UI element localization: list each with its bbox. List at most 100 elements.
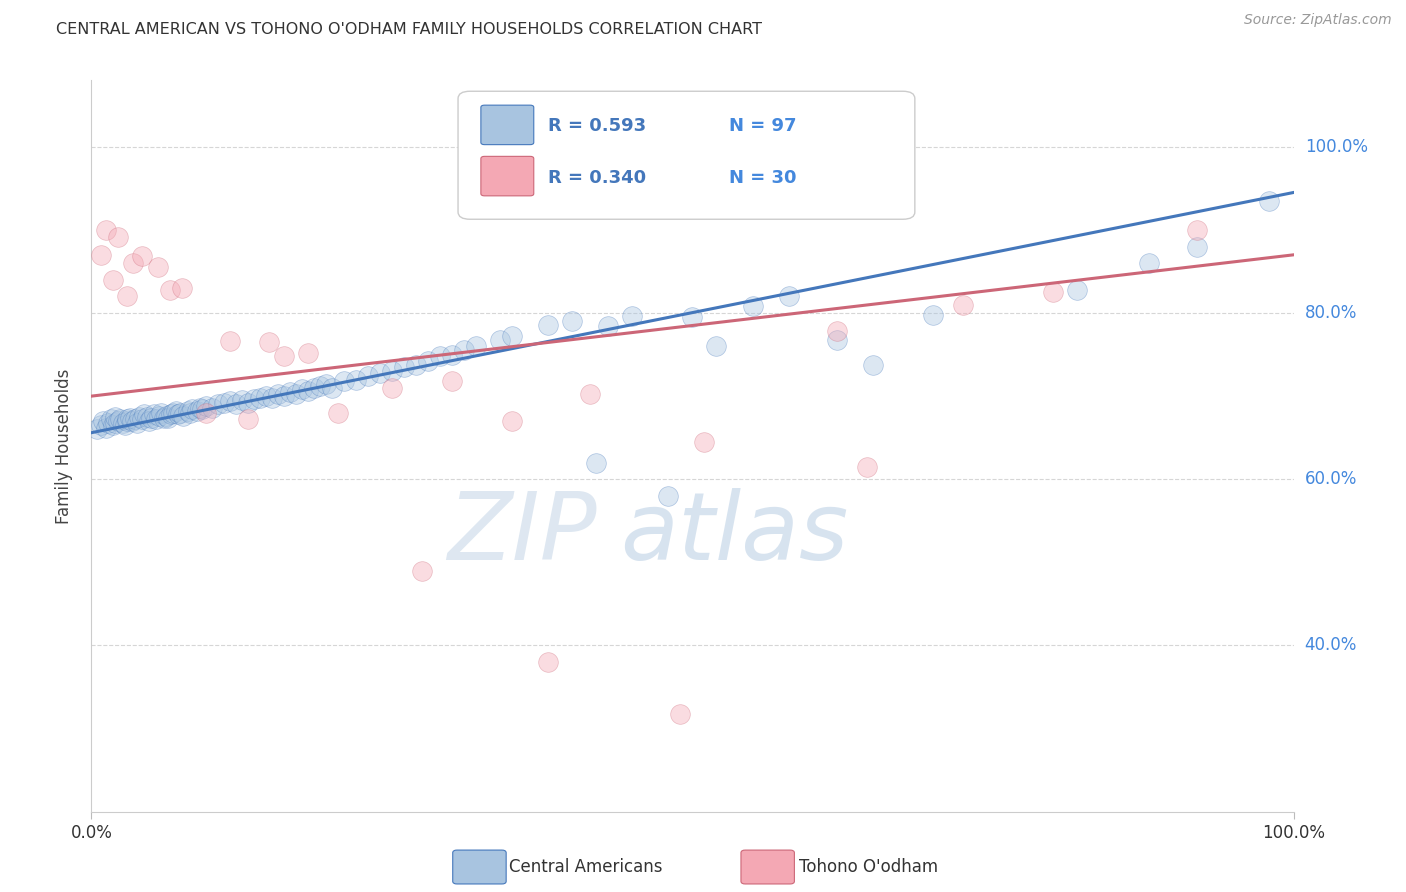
Point — [107, 414, 129, 428]
Point — [368, 366, 391, 380]
Point — [416, 354, 439, 368]
Point — [150, 406, 173, 420]
Point — [194, 399, 217, 413]
Point — [131, 412, 153, 426]
Point — [778, 289, 800, 303]
Point — [297, 384, 319, 399]
Point — [124, 412, 146, 426]
Point — [825, 324, 848, 338]
Text: 80.0%: 80.0% — [1305, 304, 1357, 322]
Point — [440, 374, 463, 388]
Point — [1258, 194, 1281, 208]
Point — [148, 409, 170, 423]
Point — [172, 409, 194, 423]
Point — [273, 389, 295, 403]
Point — [117, 289, 139, 303]
Point — [297, 346, 319, 360]
Point — [110, 412, 132, 426]
Point — [111, 416, 134, 430]
Point — [405, 358, 427, 372]
Point — [167, 408, 190, 422]
Point — [267, 387, 290, 401]
Point — [537, 655, 560, 669]
Point — [218, 334, 240, 349]
Point — [157, 410, 180, 425]
Point — [191, 402, 214, 417]
Point — [440, 348, 463, 362]
Point — [537, 318, 560, 333]
Point — [125, 416, 148, 430]
FancyBboxPatch shape — [458, 91, 915, 219]
Point — [429, 349, 451, 363]
Point — [1187, 223, 1209, 237]
Point — [260, 391, 283, 405]
Point — [101, 418, 124, 433]
Point — [621, 310, 644, 324]
Point — [146, 260, 169, 275]
Point — [94, 223, 117, 237]
Point — [291, 383, 314, 397]
Point — [825, 333, 848, 347]
Point — [1066, 283, 1088, 297]
Text: Tohono O'odham: Tohono O'odham — [799, 858, 938, 876]
Text: atlas: atlas — [620, 488, 849, 579]
Text: N = 97: N = 97 — [728, 118, 796, 136]
Text: 40.0%: 40.0% — [1305, 637, 1357, 655]
Point — [93, 414, 115, 428]
Point — [693, 434, 716, 449]
Point — [207, 397, 229, 411]
Point — [273, 349, 295, 363]
Point — [186, 404, 208, 418]
Text: 60.0%: 60.0% — [1305, 470, 1357, 488]
Point — [114, 418, 136, 433]
Point — [315, 376, 337, 391]
Point — [86, 422, 108, 436]
Point — [176, 404, 198, 418]
Point — [145, 412, 167, 426]
Point — [585, 456, 607, 470]
Point — [579, 387, 602, 401]
Point — [1042, 285, 1064, 300]
Point — [681, 310, 703, 325]
Point — [236, 396, 259, 410]
Point — [249, 391, 271, 405]
Point — [669, 706, 692, 721]
Point — [159, 283, 181, 297]
Point — [201, 401, 224, 415]
Point — [333, 374, 356, 388]
Point — [212, 396, 235, 410]
Point — [1137, 256, 1160, 270]
Point — [657, 489, 679, 503]
Point — [489, 333, 512, 347]
Point — [159, 408, 181, 422]
Point — [117, 414, 139, 428]
Point — [411, 564, 433, 578]
Point — [104, 409, 127, 424]
Point — [179, 406, 201, 420]
Point — [118, 410, 141, 425]
Point — [308, 379, 330, 393]
Point — [561, 314, 583, 328]
Text: ZIP: ZIP — [447, 488, 596, 579]
Point — [134, 408, 156, 422]
Point — [138, 414, 160, 428]
Point — [381, 381, 404, 395]
Point — [181, 401, 204, 416]
Text: R = 0.593: R = 0.593 — [548, 118, 647, 136]
Y-axis label: Family Households: Family Households — [55, 368, 73, 524]
Point — [170, 281, 193, 295]
Point — [165, 404, 187, 418]
Text: Source: ZipAtlas.com: Source: ZipAtlas.com — [1244, 13, 1392, 28]
Text: 100.0%: 100.0% — [1305, 137, 1368, 156]
Point — [741, 299, 763, 313]
Point — [101, 273, 124, 287]
Text: CENTRAL AMERICAN VS TOHONO O'ODHAM FAMILY HOUSEHOLDS CORRELATION CHART: CENTRAL AMERICAN VS TOHONO O'ODHAM FAMIL… — [56, 22, 762, 37]
Text: N = 30: N = 30 — [728, 169, 796, 186]
Point — [142, 408, 165, 422]
Text: Central Americans: Central Americans — [509, 858, 662, 876]
Point — [392, 359, 415, 374]
Point — [225, 397, 247, 411]
Point — [128, 409, 150, 424]
Point — [135, 409, 157, 424]
Point — [501, 414, 523, 428]
